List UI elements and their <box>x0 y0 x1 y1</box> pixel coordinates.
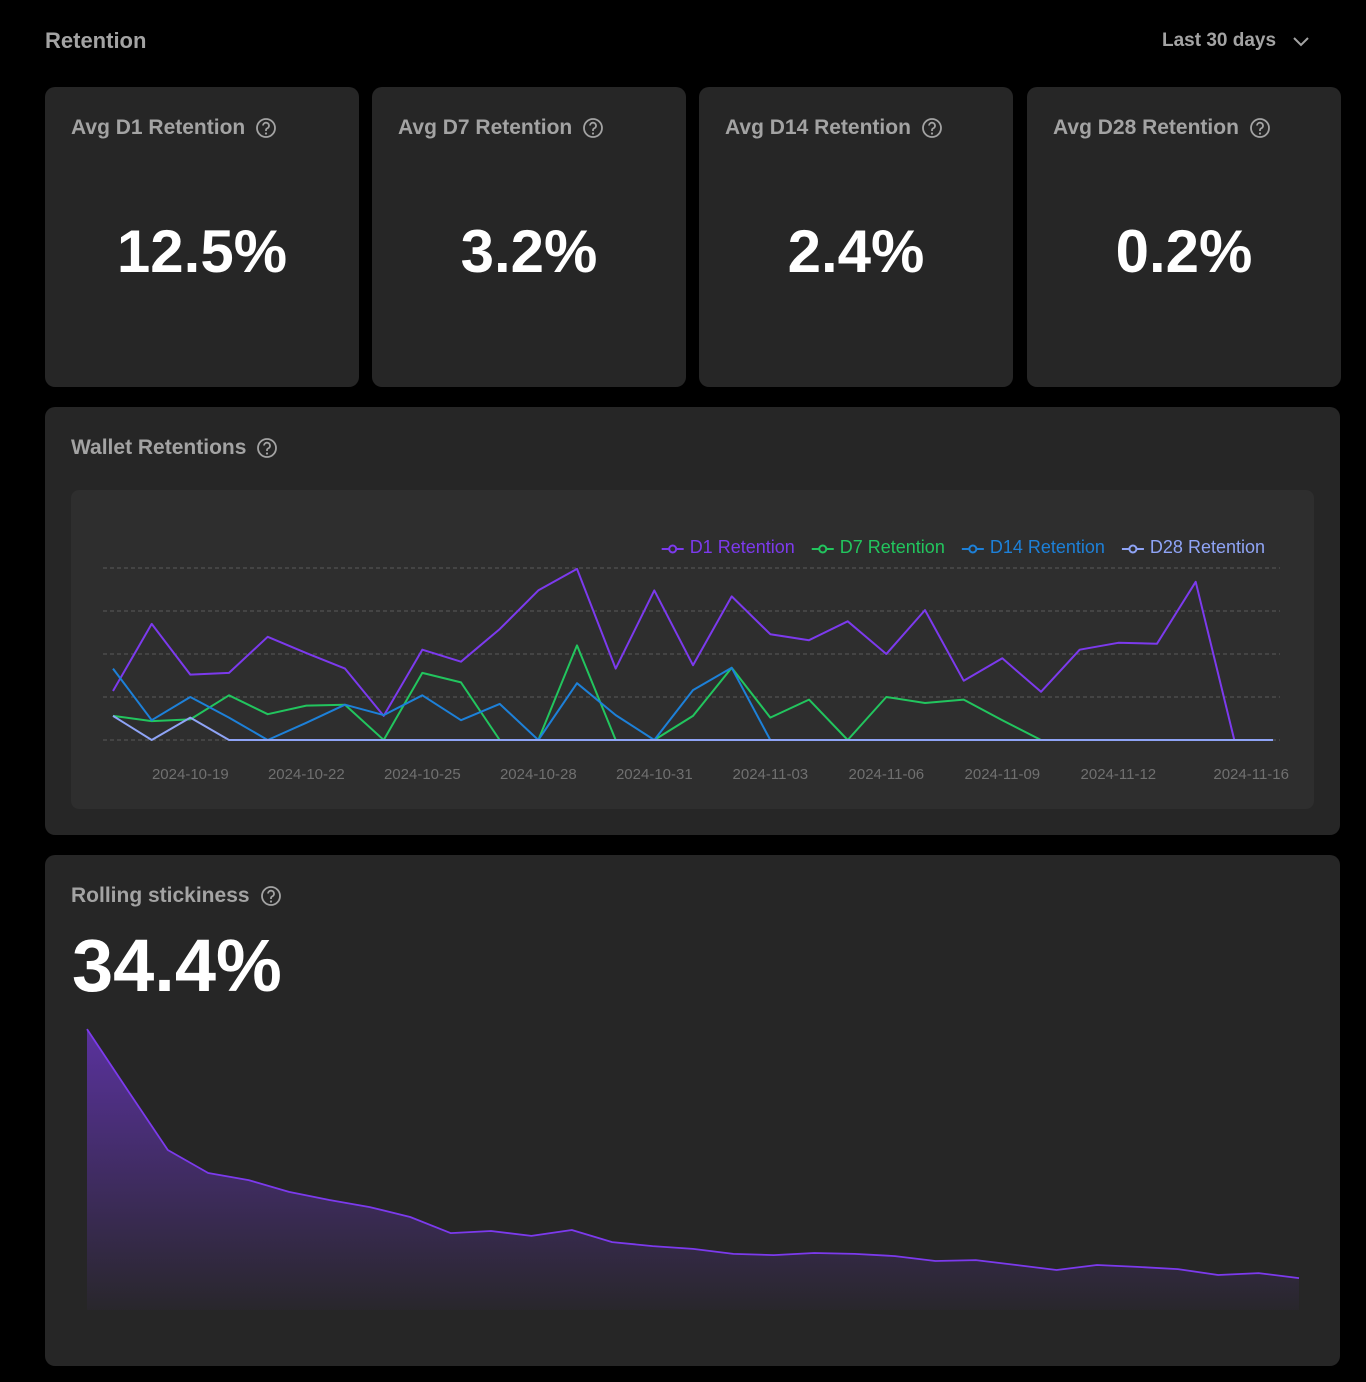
card-title: Avg D7 Retention <box>398 116 604 140</box>
chart-box <box>71 490 1314 809</box>
card-title: Avg D14 Retention <box>725 116 943 140</box>
wallet-retentions-panel: Wallet Retentions <box>45 407 1340 835</box>
metric-card: Avg D7 Retention 3.2% <box>372 87 686 387</box>
stickiness-value: 34.4% <box>72 924 282 1007</box>
range-label: Last 30 days <box>1162 30 1277 51</box>
page-title: Retention <box>45 28 147 53</box>
card-title: Avg D1 Retention <box>71 116 277 140</box>
metric-card: Avg D1 Retention 12.5% <box>45 87 359 387</box>
card-title: Avg D28 Retention <box>1053 116 1271 140</box>
metric-card: Avg D28 Retention 0.2% <box>1027 87 1341 387</box>
stickiness-panel: Rolling stickiness 34.4% <box>45 855 1340 1366</box>
panel-title-text: Wallet Retentions <box>71 436 247 459</box>
panel-title: Wallet Retentions <box>71 436 278 460</box>
card-value: 2.4% <box>787 218 925 285</box>
card-value: 0.2% <box>1115 218 1253 285</box>
help-icon[interactable] <box>921 117 943 139</box>
help-icon[interactable] <box>1249 117 1271 139</box>
metric-card: Avg D14 Retention 2.4% <box>699 87 1013 387</box>
card-value: 3.2% <box>460 218 598 285</box>
chevron-icon <box>1293 37 1309 47</box>
card-title-text: Avg D28 Retention <box>1053 116 1239 139</box>
help-icon[interactable] <box>255 117 277 139</box>
range-dropdown[interactable]: Last 30 days <box>1162 30 1310 52</box>
help-icon[interactable] <box>256 437 278 459</box>
card-value: 12.5% <box>116 218 288 285</box>
panel-title-text: Rolling stickiness <box>71 884 250 907</box>
panel-title: Rolling stickiness <box>71 884 282 908</box>
card-title-text: Avg D7 Retention <box>398 116 573 139</box>
card-title-text: Avg D14 Retention <box>725 116 911 139</box>
card-title-text: Avg D1 Retention <box>71 116 246 139</box>
help-icon[interactable] <box>260 885 282 907</box>
help-icon[interactable] <box>582 117 604 139</box>
